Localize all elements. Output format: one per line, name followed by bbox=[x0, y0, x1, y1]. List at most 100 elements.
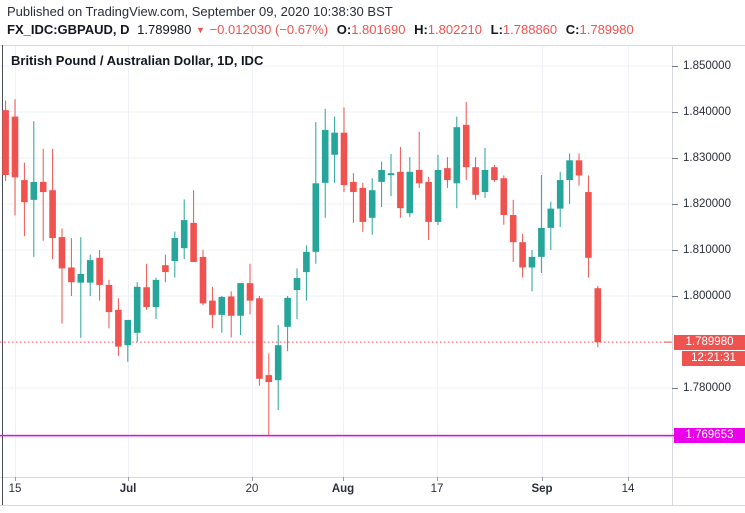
candle-body bbox=[556, 180, 564, 209]
published-line: Published on TradingView.com, September … bbox=[7, 4, 393, 19]
candle-body bbox=[180, 220, 188, 249]
candle-body bbox=[86, 260, 94, 283]
high-value: 1.802210 bbox=[427, 22, 483, 37]
candle-body bbox=[199, 256, 207, 304]
candle-body bbox=[171, 238, 179, 262]
time-tick-mark bbox=[343, 477, 344, 481]
candle-body bbox=[284, 297, 291, 327]
time-tick-label: 17 bbox=[430, 483, 444, 495]
candle-body bbox=[331, 132, 338, 155]
candle-body bbox=[321, 129, 329, 183]
price-tick-label: 1.850000 bbox=[683, 60, 731, 72]
price-tick-mark bbox=[672, 388, 678, 389]
candle-body bbox=[30, 181, 38, 200]
candle-body bbox=[209, 300, 216, 315]
candle-body bbox=[500, 178, 508, 216]
candle-body bbox=[585, 192, 592, 258]
candle-body bbox=[274, 345, 282, 381]
time-tick-mark bbox=[252, 477, 253, 481]
candle-body bbox=[152, 279, 160, 308]
time-tick-label: Jul bbox=[119, 483, 137, 495]
candle-body bbox=[359, 187, 367, 222]
price-tick-label: 1.840000 bbox=[683, 106, 731, 118]
candle-body bbox=[190, 222, 197, 262]
price-change: −0.012030 (−0.67%) bbox=[209, 22, 329, 37]
last-price-value: 1.789980 bbox=[137, 22, 192, 37]
candle-body bbox=[378, 169, 385, 182]
candle-body bbox=[425, 181, 432, 222]
price-tick-mark bbox=[672, 296, 678, 297]
time-tick-mark bbox=[15, 477, 16, 481]
candle-body bbox=[162, 265, 169, 273]
candle-body bbox=[547, 208, 555, 228]
candle-body bbox=[11, 116, 19, 178]
candle-body bbox=[293, 278, 301, 291]
price-tick-label: 1.800000 bbox=[683, 290, 731, 302]
candle-body bbox=[115, 309, 122, 347]
price-tick-mark bbox=[672, 158, 678, 159]
price-tick-label: 1.780000 bbox=[683, 382, 731, 394]
time-tick-label: 14 bbox=[621, 483, 635, 495]
candle-body bbox=[312, 183, 320, 252]
symbol-legend: FX_IDC:GBPAUD, D 1.789980 ▼ −0.012030 (−… bbox=[7, 22, 634, 37]
price-axis[interactable]: 1.850000 1.840000 1.830000 1.820000 1.810000… bbox=[672, 45, 745, 505]
price-tick-mark bbox=[672, 250, 678, 251]
candle-body bbox=[509, 215, 517, 243]
candle-body bbox=[462, 124, 470, 168]
price-tick-mark bbox=[672, 112, 678, 113]
price-tick-label: 1.810000 bbox=[683, 244, 731, 256]
time-tick-label: Aug bbox=[331, 483, 355, 495]
candle-body bbox=[218, 296, 226, 315]
candle-body bbox=[21, 180, 28, 203]
time-tick-mark bbox=[628, 477, 629, 481]
candle-body bbox=[58, 237, 66, 269]
candle-body bbox=[2, 110, 9, 176]
time-tick-label: Sep bbox=[531, 483, 553, 495]
candle-body bbox=[105, 284, 113, 313]
chart-pair-title: British Pound / Australian Dollar, 1D, I… bbox=[11, 53, 264, 68]
symbol-name[interactable]: FX_IDC:GBPAUD, D bbox=[7, 22, 130, 37]
candle-body bbox=[133, 286, 141, 333]
candle-body bbox=[49, 190, 56, 239]
candle-body bbox=[368, 190, 376, 218]
price-tick-mark bbox=[672, 204, 678, 205]
support-level-badge: 1.769653 bbox=[674, 428, 745, 444]
candle-body bbox=[594, 288, 602, 343]
down-triangle-icon: ▼ bbox=[196, 25, 205, 35]
candle-body bbox=[566, 160, 573, 181]
candle-body bbox=[246, 283, 254, 301]
candle-body bbox=[434, 169, 442, 222]
time-tick-mark bbox=[437, 477, 438, 481]
open-value: 1.801690 bbox=[351, 22, 406, 37]
high-label: H: bbox=[414, 22, 428, 37]
time-tick-mark bbox=[128, 477, 129, 481]
candle-body bbox=[77, 273, 85, 283]
price-tick-label: 1.820000 bbox=[683, 198, 731, 210]
candle-body bbox=[481, 169, 489, 193]
candle-body bbox=[519, 242, 526, 268]
price-tick-label: 1.830000 bbox=[683, 152, 731, 164]
time-tick-mark bbox=[542, 477, 543, 481]
last-price-badge: 1.789980 bbox=[674, 334, 745, 350]
candle-body bbox=[227, 296, 235, 316]
candle-body bbox=[265, 375, 273, 383]
open-label: O: bbox=[336, 22, 352, 37]
price-tick-mark bbox=[672, 66, 678, 67]
candle-body bbox=[538, 227, 545, 257]
candle-body bbox=[397, 171, 404, 209]
candle-body bbox=[237, 283, 244, 316]
time-tick-label: 15 bbox=[8, 483, 22, 495]
candle-body bbox=[575, 160, 583, 176]
candle-body bbox=[39, 181, 47, 193]
candle-body bbox=[415, 169, 423, 184]
candle-body bbox=[472, 167, 479, 195]
candle-body bbox=[453, 127, 461, 184]
candle-body bbox=[143, 287, 150, 308]
candle-body bbox=[528, 256, 536, 268]
candle-body bbox=[444, 168, 451, 181]
close-label: C: bbox=[565, 22, 580, 37]
time-axis[interactable]: 15 Jul 20 Aug 17 Sep 14 bbox=[0, 477, 745, 505]
low-value: 1.788860 bbox=[502, 22, 558, 37]
